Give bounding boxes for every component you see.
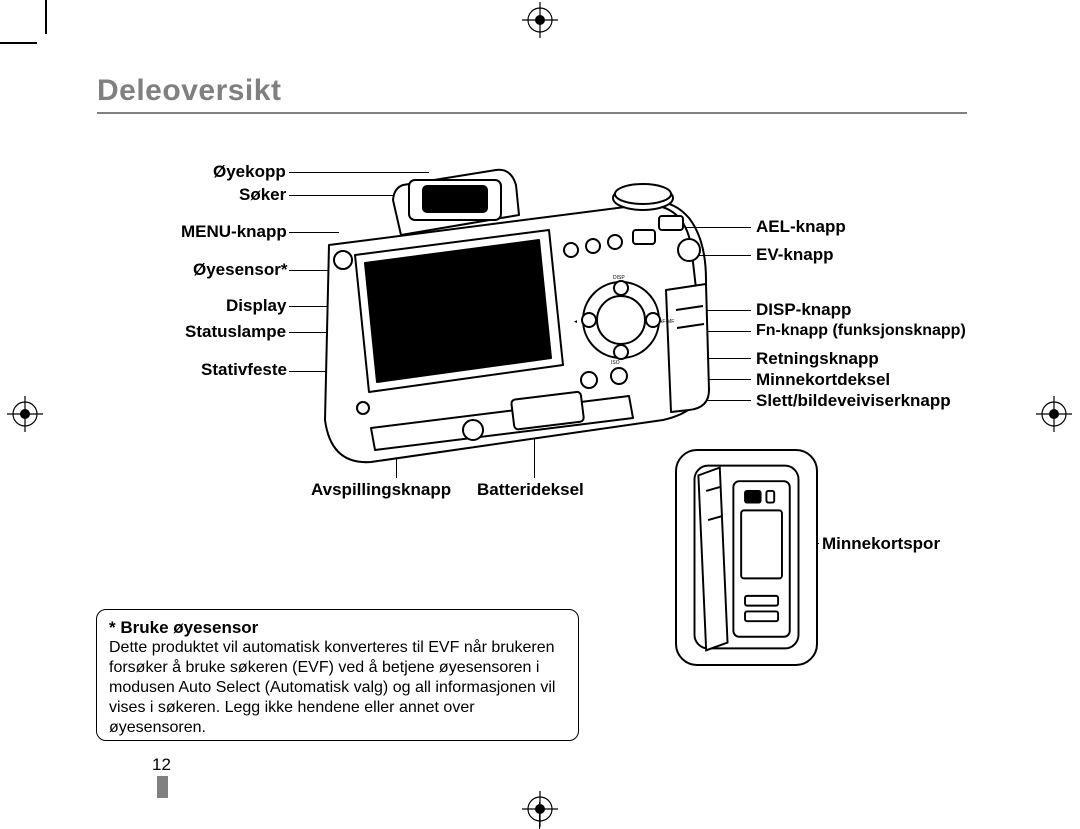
page-title: Deleoversikt [97, 74, 967, 114]
label-menu: MENU-knapp [181, 222, 287, 242]
label-fn: Fn-knapp (funksjonsknapp) [756, 322, 966, 340]
label-soker: Søker [239, 185, 286, 205]
label-ev: EV-knapp [756, 245, 833, 265]
svg-text:ISO: ISO [611, 360, 620, 366]
svg-text:DISP: DISP [613, 275, 625, 281]
label-slett: Slett/bildeveiviserknapp [756, 391, 951, 411]
page-tab [157, 776, 168, 798]
label-retn: Retningsknapp [756, 349, 879, 369]
label-minnekortspor: Minnekortspor [822, 534, 940, 554]
registration-mark-icon [522, 2, 558, 38]
note-box: * Bruke øyesensor Dette produktet vil au… [96, 609, 579, 741]
registration-mark-icon [7, 396, 43, 432]
label-oyekopp: Øyekopp [213, 162, 286, 182]
note-title: * Bruke øyesensor [109, 618, 566, 638]
svg-text:◄: ◄ [573, 319, 578, 325]
crop-mark [0, 42, 37, 44]
label-stativfeste: Stativfeste [201, 360, 287, 380]
label-batterideksel: Batterideksel [477, 480, 584, 500]
camera-illustration: SAMSUNG [311, 160, 711, 470]
memory-slot-inset [675, 449, 818, 666]
label-statuslampe: Statuslampe [185, 322, 286, 342]
registration-mark-icon [1036, 396, 1072, 432]
registration-mark-icon [522, 791, 558, 827]
label-avspillingsknapp: Avspillingsknapp [311, 480, 451, 500]
label-oyesensor: Øyesensor* [193, 260, 288, 280]
label-disp: DISP-knapp [756, 300, 851, 320]
page-number: 12 [152, 755, 171, 775]
crop-mark [45, 0, 47, 34]
label-ael: AEL-knapp [756, 217, 846, 237]
label-minnekortdeksel: Minnekortdeksel [756, 370, 890, 390]
manual-page: Deleoversikt Øyekopp Søker MENU-knapp Øy… [0, 0, 1080, 829]
label-display: Display [226, 296, 286, 316]
svg-text:AF·MF: AF·MF [659, 319, 674, 325]
note-body: Dette produktet vil automatisk konverter… [109, 638, 566, 738]
